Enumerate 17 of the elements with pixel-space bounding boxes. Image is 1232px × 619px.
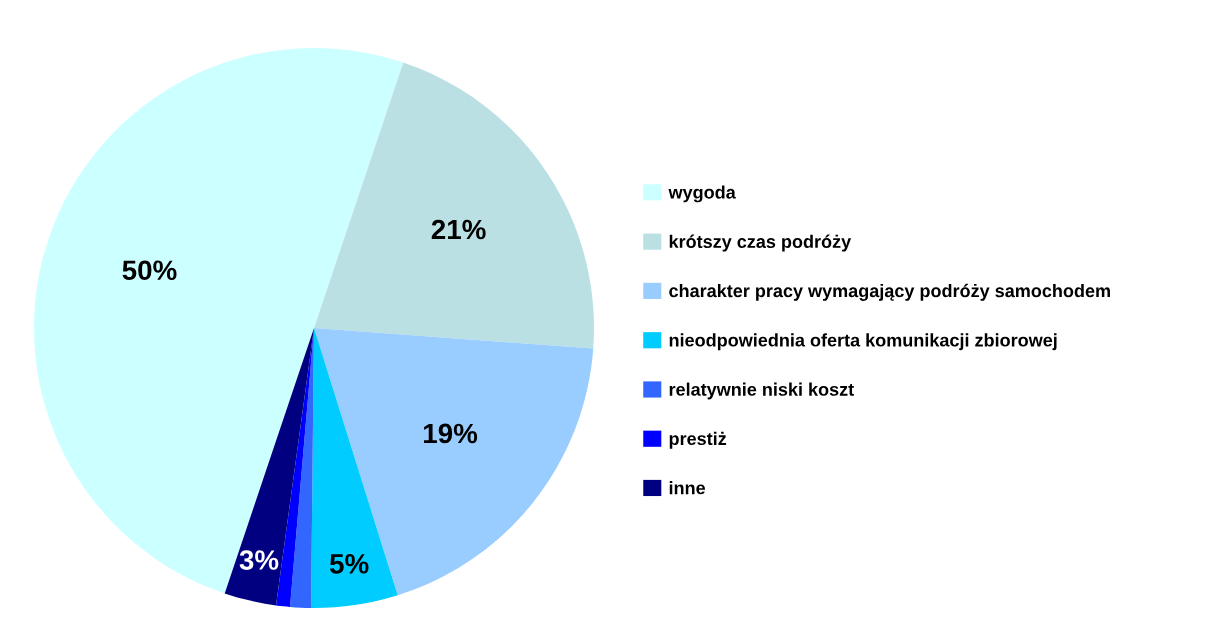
data-label: 21% xyxy=(431,219,486,240)
data-label: 19% xyxy=(424,423,478,444)
legend-label: relatywnie niski koszt xyxy=(669,382,854,400)
legend-label: nieodpowiednia oferta komunikacji zbiorowej xyxy=(669,333,1057,351)
legend-label: inne xyxy=(669,481,706,495)
pie-slice xyxy=(34,48,404,594)
legend-label: wygoda xyxy=(668,185,736,203)
pie-slice xyxy=(314,328,594,596)
pie-slice xyxy=(311,328,398,608)
legend-label: prestiż xyxy=(669,431,727,449)
legend-label: charakter pracy wymagający podróży samochodem xyxy=(669,283,1110,301)
legend-label: krótszy czas podróży xyxy=(669,234,852,252)
data-label: 5% xyxy=(329,554,369,574)
data-label: 50% xyxy=(122,260,177,281)
data-label: 3% xyxy=(239,550,279,570)
pie-slice xyxy=(224,328,314,606)
pie-slice xyxy=(314,62,594,349)
